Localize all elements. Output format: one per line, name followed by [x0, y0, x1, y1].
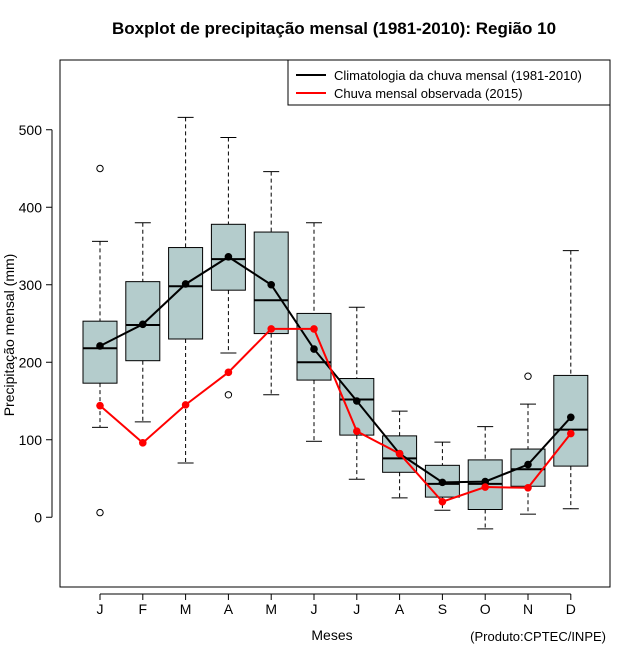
- climatology-point: [353, 397, 361, 405]
- climatology-point: [481, 477, 490, 486]
- observed-point: [353, 427, 361, 436]
- box-D: [553, 250, 589, 510]
- y-tick-label: 100: [19, 432, 43, 448]
- credit-label: (Produto:CPTEC/INPE): [470, 629, 606, 644]
- outlier-point: [524, 372, 532, 380]
- x-tick-label: F: [139, 601, 148, 617]
- x-tick-label: J: [97, 601, 104, 617]
- x-tick-label: A: [224, 601, 234, 617]
- legend-label-climatology: Climatologia da chuva mensal (1981-2010): [334, 68, 582, 83]
- observed-point: [310, 325, 318, 333]
- outlier-point: [96, 508, 104, 517]
- box-M: [168, 116, 204, 464]
- outlier-point: [224, 391, 233, 399]
- y-tick-label: 0: [34, 509, 42, 525]
- box-iqr: [253, 231, 289, 335]
- box-N: [510, 372, 546, 515]
- climatology-point: [224, 253, 233, 261]
- observed-point: [139, 439, 147, 447]
- x-tick-label: N: [523, 601, 533, 617]
- climatology-point: [181, 280, 190, 288]
- y-tick-label: 200: [19, 354, 43, 370]
- observed-point: [267, 325, 276, 333]
- y-axis-title: Precipitação mensal (mm): [1, 254, 17, 417]
- observed-point: [567, 429, 575, 438]
- x-tick-label: M: [265, 601, 277, 617]
- x-tick-label: J: [353, 601, 360, 617]
- observed-point: [524, 484, 532, 492]
- box-M: [253, 171, 289, 396]
- box-iqr: [82, 320, 118, 384]
- climatology-point: [139, 320, 147, 329]
- box-J: [82, 164, 118, 517]
- observed-point: [438, 497, 447, 506]
- climatology-point: [524, 460, 532, 469]
- observed-line: [99, 327, 572, 503]
- boxes-group: [82, 116, 589, 530]
- x-axis-title: Meses: [311, 627, 352, 643]
- chart-title: Boxplot de precipitação mensal (1981-201…: [112, 19, 556, 38]
- legend: Climatologia da chuva mensal (1981-2010)…: [287, 59, 611, 106]
- y-tick-label: 500: [19, 122, 43, 138]
- outlier-point: [96, 164, 104, 173]
- observed-point: [224, 368, 233, 377]
- x-tick-label: O: [480, 601, 491, 617]
- observed-point: [96, 401, 104, 410]
- box-J: [339, 306, 375, 480]
- observed-point: [481, 483, 490, 491]
- climatology-point: [310, 345, 318, 353]
- x-tick-label: J: [311, 601, 318, 617]
- climatology-point: [96, 342, 104, 350]
- climatology-line: [99, 255, 572, 484]
- series-group: [96, 253, 575, 506]
- y-tick-label: 300: [19, 277, 43, 293]
- legend-box: [287, 59, 611, 106]
- climatology-point: [438, 478, 447, 487]
- y-axis: 0 100 200 300 400 500: [19, 122, 53, 525]
- box-iqr: [168, 247, 204, 340]
- climatology-point: [267, 280, 276, 289]
- x-tick-label: D: [566, 601, 576, 617]
- x-tick-label: S: [438, 601, 447, 617]
- y-tick-label: 400: [19, 199, 43, 215]
- climatology-point: [567, 413, 575, 422]
- legend-label-observed: Chuva mensal observada (2015): [334, 86, 523, 101]
- x-tick-label: A: [395, 601, 405, 617]
- x-tick-label: M: [180, 601, 192, 617]
- observed-point: [181, 401, 190, 409]
- observed-point: [395, 449, 404, 458]
